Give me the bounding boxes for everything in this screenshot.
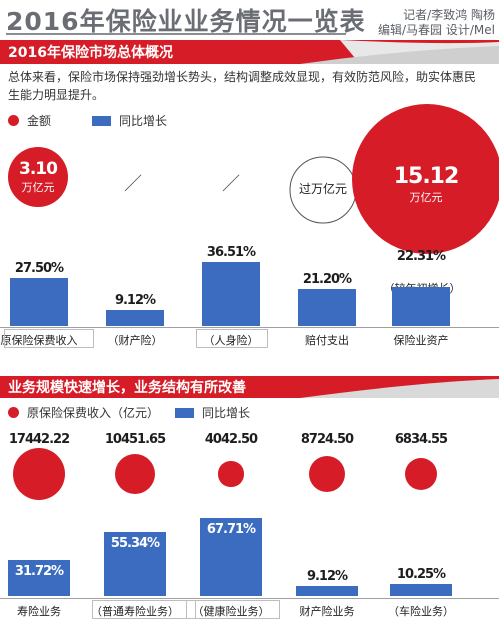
page-title: 2016年保险业业务情况一览表 [6, 7, 366, 36]
credit-reporters: 记者/李致鸿 陶杨 [403, 8, 495, 22]
section1-banner [0, 40, 499, 64]
growth-bar2-4 [390, 584, 452, 596]
legend-blue-square [92, 116, 111, 126]
amount-label-4: 6834.55 [394, 432, 448, 447]
category2-label-2: （健康险业务） [192, 605, 270, 618]
growth-label2-1: 55.34% [110, 536, 160, 552]
growth-bar-3 [298, 288, 356, 326]
growth-bar-1 [106, 310, 164, 326]
legend-amount: 金额 [8, 112, 51, 129]
category2-label-1: （普通寿险业务） [91, 605, 179, 618]
growth-label2-2: 67.71% [206, 522, 256, 538]
legend-red-dot [8, 115, 19, 126]
amount-label-2: 4042.50 [204, 432, 258, 447]
growth-bar2-2 [200, 518, 262, 596]
growth-label2-3: 9.12% [306, 568, 348, 584]
amount-label-assets: 15.12 万亿元 [393, 164, 460, 204]
category2-label-0: 寿险业务 [17, 605, 61, 618]
credit-editor-designer: 编辑/马春园 设计/Mel [378, 23, 495, 37]
growth-label-0: 27.50% [14, 260, 64, 276]
section1-title: 2016年保险市场总体概况 [8, 45, 173, 61]
legend2-growth: 同比增长 [175, 404, 250, 421]
amount-label-1: 10451.65 [104, 432, 166, 447]
section2-title: 业务规模快速增长，业务结构有所改善 [8, 380, 246, 396]
section1-baseline [0, 327, 499, 328]
growth-label-4: 22.31% [396, 248, 446, 264]
growth-label2-4: 10.25% [396, 567, 446, 583]
amount-circle-assets [352, 104, 499, 254]
amount-label-0: 17442.22 [8, 432, 70, 447]
growth-label-3: 21.20% [302, 271, 352, 287]
title-underline [6, 33, 346, 35]
section2-baseline [0, 598, 499, 599]
category2-frame-health [186, 600, 280, 619]
amount-label-premium: 3.10 万亿元 [19, 159, 58, 194]
credits: 记者/李致鸿 陶杨 编辑/马春园 设计/Mel [345, 8, 495, 38]
amount-text-claims: 过万亿元 [298, 182, 347, 196]
amount-placeholder-life: ／ [222, 174, 240, 195]
amount-placeholder-property: ／ [124, 174, 142, 195]
category2-label-3: 财产险业务 [299, 605, 355, 618]
amount-circle-3 [308, 455, 346, 493]
growth-label-1: 9.12% [114, 293, 156, 309]
growth-label2-0: 31.72% [14, 563, 64, 579]
category2-label-4: （车险业务） [388, 605, 454, 618]
amount-circle-2 [218, 461, 244, 487]
section1-intro: 总体来看，保险市场保持强劲增长势头，结构调整成效显现，有效防范风险，助实体惠民生… [8, 70, 477, 102]
growth-label-2: 36.51% [206, 245, 256, 261]
category-frame-premium [4, 329, 94, 348]
growth-bar-4 [392, 286, 450, 326]
section2-banner [0, 376, 499, 398]
amount-circle-premium [8, 147, 68, 207]
growth-bar-0 [10, 277, 68, 326]
amount-circle-1 [114, 453, 156, 495]
legend2-amount: 原保险保费收入（亿元） [8, 404, 159, 421]
amount-circle-0 [13, 448, 65, 500]
category-label-3: 赔付支出 [305, 334, 349, 347]
legend2-blue-square [175, 408, 194, 418]
category-label-2: （人身险） [203, 334, 259, 347]
growth-bar2-3 [296, 585, 358, 596]
amount-circle-4 [404, 457, 438, 491]
category-label-0: 原保险保费收入 [0, 334, 78, 347]
growth-bar-2 [202, 262, 260, 326]
category2-frame-ordinary-life [92, 600, 196, 619]
legend-growth: 同比增长 [92, 112, 167, 129]
category-label-4: 保险业资产 [393, 334, 449, 347]
category-label-1: （财产险） [107, 334, 163, 347]
growth-bar2-0 [8, 559, 70, 596]
growth-bar2-1 [104, 532, 166, 596]
category-frame-life [196, 329, 268, 348]
legend2-red-dot [8, 407, 19, 418]
amount-label-3: 8724.50 [300, 432, 354, 447]
